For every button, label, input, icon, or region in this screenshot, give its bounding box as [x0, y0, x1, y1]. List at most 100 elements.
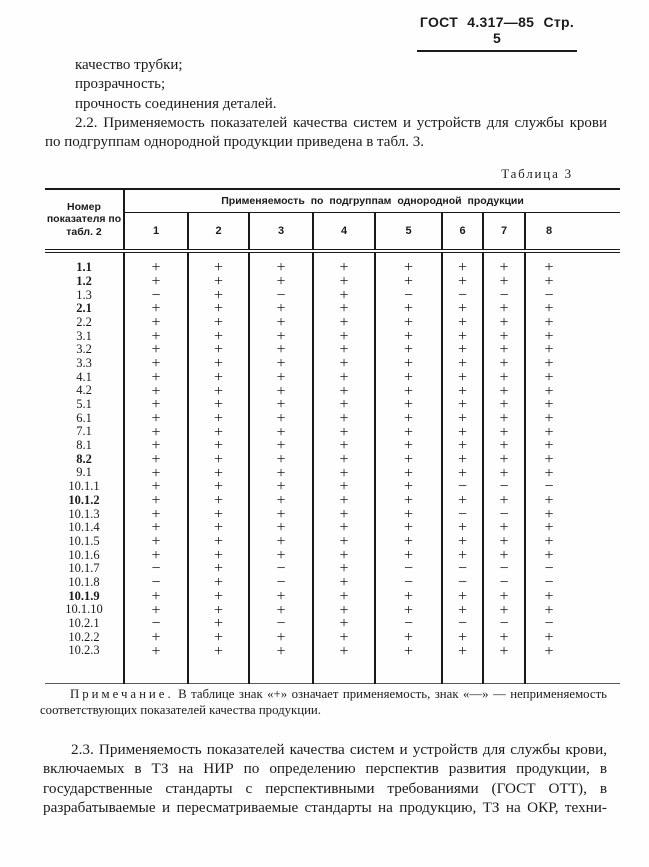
table-row: 6.1 + + + + + + + + [45, 411, 621, 426]
row-label: 10.1.2 [68, 492, 100, 507]
sign-cell: + [123, 465, 188, 481]
sign-cell: + [312, 274, 375, 289]
sign-cell: + [374, 251, 442, 276]
paragraph-2-3: 2.3. Применяемость показателей качества … [43, 741, 607, 816]
sign-cell: + [441, 301, 483, 317]
sign-cell: + [123, 301, 188, 317]
sign-cell: + [123, 411, 188, 426]
sign-cell: + [441, 547, 483, 563]
sign-cell: − [374, 287, 442, 303]
sign-cell: + [248, 356, 313, 371]
sign-cell: + [187, 251, 249, 276]
sign-cell: + [123, 328, 188, 344]
paragraph-2-2: 2.2. Применяемость показателей качества … [45, 114, 607, 151]
sign-cell: + [123, 506, 188, 522]
sign-cell: + [374, 411, 442, 426]
sign-cell: + [441, 465, 483, 481]
row-label: 3.1 [76, 328, 92, 343]
sign-cell: + [248, 251, 313, 276]
row-label: 1.3 [76, 287, 92, 302]
span-header-cell: Применяемость по подгруппам однородной п… [124, 189, 621, 213]
sign-cell: + [482, 493, 525, 508]
list-item: прочность соединения деталей. [75, 95, 277, 112]
sign-cell: + [248, 630, 313, 645]
sign-cell: + [441, 315, 483, 330]
sign-cell: + [312, 287, 375, 303]
row-label: 4.2 [76, 383, 92, 398]
sign-cell: + [312, 589, 375, 604]
table-row: 10.1.5 + + + + + + + + [45, 533, 621, 549]
sign-cell: + [482, 602, 525, 618]
sign-cell: + [312, 383, 375, 399]
sign-cell: + [312, 547, 375, 563]
sign-cell: − [523, 479, 621, 495]
row-label: 3.3 [76, 355, 92, 370]
sign-cell: + [248, 424, 313, 440]
sign-cell: + [312, 534, 375, 549]
sign-cell: − [248, 575, 313, 590]
sign-cell: + [482, 356, 525, 371]
sign-cell: − [482, 506, 525, 522]
sign-cell: + [374, 547, 442, 563]
sign-cell: − [123, 287, 188, 303]
sign-cell: + [187, 383, 249, 399]
table-row: 10.1.10 + + + + + + + + [45, 602, 621, 618]
sign-cell: + [374, 438, 442, 454]
sign-cell: + [482, 452, 525, 467]
sign-cell: + [248, 520, 313, 536]
sign-cell: + [123, 438, 188, 454]
sign-cell: + [187, 287, 249, 303]
sign-cell: + [248, 479, 313, 495]
sign-cell: − [523, 616, 621, 632]
row-label: 7.1 [76, 424, 92, 439]
sign-cell: + [374, 315, 442, 330]
sign-cell: − [441, 479, 483, 495]
row-label: 10.2.1 [68, 616, 100, 631]
sign-cell: + [482, 534, 525, 549]
sign-cell: + [523, 506, 621, 522]
sign-cell: + [374, 397, 442, 413]
sign-cell: + [523, 274, 621, 289]
sign-cell: + [523, 534, 621, 549]
sign-cell: + [187, 643, 249, 659]
note-text: В таблице знак «+» означает применяемост… [40, 687, 607, 717]
sign-cell: + [312, 438, 375, 454]
table-row: 10.1.6 + + + + + + + + [45, 547, 621, 563]
sign-cell: + [482, 342, 525, 358]
sign-cell: + [312, 479, 375, 495]
sign-cell: + [123, 342, 188, 358]
sign-cell: + [441, 534, 483, 549]
row-label: 1.1 [76, 260, 92, 275]
sign-cell: + [123, 274, 188, 289]
column-header: 8 [523, 212, 621, 253]
sign-cell: + [123, 602, 188, 618]
table-row: 9.1 + + + + + + + + [45, 465, 621, 481]
sign-cell [248, 657, 313, 684]
row-label: 10.1.10 [65, 602, 103, 617]
table-row: 4.2 + + + + + + + + [45, 383, 621, 399]
table-header: Номер показателя по табл. 2 Применяемост… [45, 189, 621, 253]
row-label: 10.1.5 [68, 533, 100, 548]
row-label: 10.1.8 [68, 574, 100, 589]
sign-cell: + [312, 493, 375, 508]
table-row: 10.2.1− + − + − − − − [45, 616, 621, 632]
sign-cell: + [312, 506, 375, 522]
sign-cell: − [123, 561, 188, 577]
running-header: ГОСТ 4.317—85 Стр. 5 [417, 14, 577, 52]
sign-cell: + [523, 520, 621, 536]
sign-cell: + [523, 370, 621, 385]
sign-cell: + [523, 630, 621, 645]
sign-cell: + [441, 438, 483, 454]
sign-cell: − [441, 561, 483, 577]
sign-cell: + [187, 452, 249, 467]
sign-cell: + [123, 520, 188, 536]
sign-cell: − [248, 287, 313, 303]
row-label: 10.1.4 [68, 520, 100, 535]
sign-cell: + [482, 547, 525, 563]
sign-cell: + [312, 356, 375, 371]
sign-cell: − [482, 479, 525, 495]
sign-cell: − [441, 616, 483, 632]
sign-cell: + [187, 438, 249, 454]
sign-cell: + [482, 370, 525, 385]
sign-cell: + [523, 342, 621, 358]
